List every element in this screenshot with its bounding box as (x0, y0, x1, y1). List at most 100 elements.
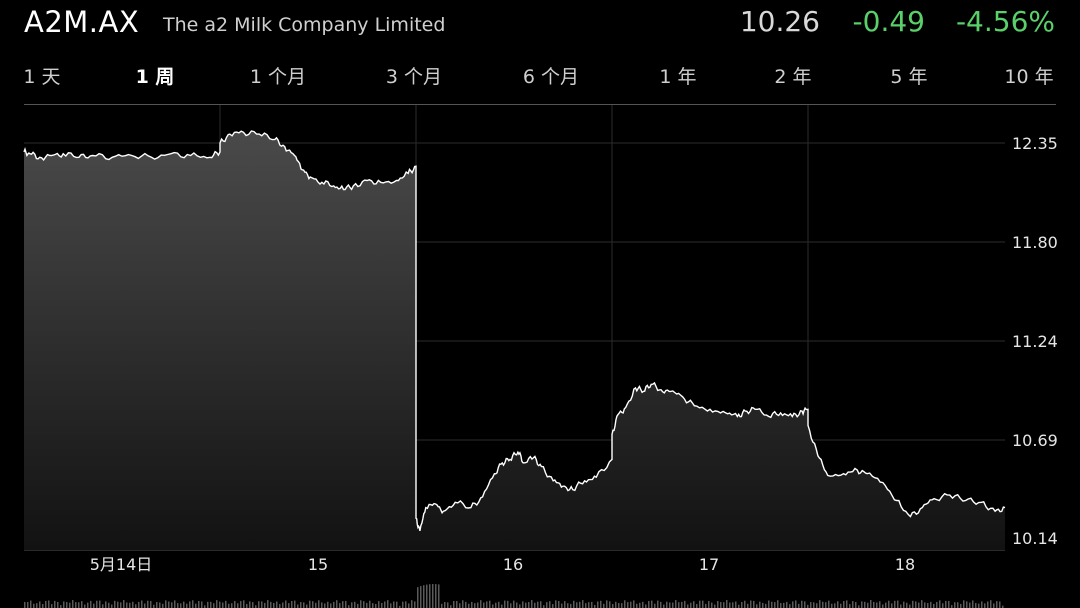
volume-bar (510, 603, 512, 608)
volume-bar (147, 600, 149, 608)
tab-10y[interactable]: 10 年 (1004, 66, 1054, 88)
volume-bar (897, 600, 899, 608)
volume-bar (909, 604, 911, 608)
volume-bar (744, 600, 746, 608)
volume-bar (588, 602, 590, 608)
volume-bar (582, 600, 584, 608)
volume-bar (618, 603, 620, 608)
volume-bar (537, 601, 539, 608)
volume-bar (441, 603, 443, 608)
volume-bar (726, 600, 728, 608)
volume-bar (207, 601, 209, 608)
volume-bar (531, 600, 533, 608)
volume-bar (480, 600, 482, 608)
volume-bar (192, 600, 194, 608)
volume-bar (585, 603, 587, 608)
volume-bar (630, 601, 632, 608)
x-tick-label: 15 (308, 555, 328, 574)
volume-bar (114, 600, 116, 608)
volume-bar (729, 602, 731, 608)
volume-bar (24, 601, 26, 608)
volume-bar (954, 602, 956, 608)
current-price: 10.26 (739, 5, 820, 38)
volume-bar (645, 604, 647, 608)
tab-2y[interactable]: 2 年 (774, 66, 812, 88)
y-tick-label: 12.35 (1012, 134, 1058, 153)
volume-bar (507, 600, 509, 608)
volume-bar (315, 602, 317, 608)
volume-bar (183, 601, 185, 608)
volume-bar (966, 601, 968, 608)
tab-1d[interactable]: 1 天 (23, 66, 61, 88)
volume-bar (318, 600, 320, 608)
volume-bar (681, 601, 683, 608)
volume-bar (288, 603, 290, 608)
tab-1w[interactable]: 1 周 (135, 66, 175, 88)
volume-bar (741, 602, 743, 608)
volume-bar (642, 601, 644, 608)
tab-3m[interactable]: 3 个月 (385, 66, 443, 88)
volume-bar (627, 602, 629, 608)
volume-bar (297, 604, 299, 608)
volume-bar (42, 603, 44, 608)
volume-bar (63, 601, 65, 608)
volume-bar (372, 603, 374, 608)
volume-bar (774, 602, 776, 608)
tab-5y[interactable]: 5 年 (890, 66, 928, 88)
volume-bar (975, 603, 977, 608)
volume-bar (90, 600, 92, 608)
volume-bar (513, 600, 515, 608)
volume-bar (579, 601, 581, 608)
volume-bar (702, 600, 704, 608)
x-tick-label: 5月14日 (90, 555, 153, 574)
volume-bar (789, 604, 791, 608)
volume-bar (915, 601, 917, 608)
company-name: The a2 Milk Company Limited (163, 14, 446, 36)
volume-bar (813, 602, 815, 608)
volume-bar (534, 602, 536, 608)
volume-bar (846, 600, 848, 608)
volume-bar (984, 603, 986, 608)
tab-6m[interactable]: 6 个月 (522, 66, 580, 88)
volume-bar (309, 600, 311, 608)
tab-1y[interactable]: 1 年 (659, 66, 697, 88)
volume-bar (888, 600, 890, 608)
volume-bar (39, 601, 41, 608)
volume-bar (177, 603, 179, 608)
volume-bar (639, 602, 641, 608)
volume-bar (129, 602, 131, 608)
volume-bar (780, 603, 782, 608)
volume-bar (132, 601, 134, 608)
volume-bar (264, 602, 266, 608)
volume-bar (906, 602, 908, 608)
tab-1m[interactable]: 1 个月 (249, 66, 307, 88)
volume-bar (450, 605, 452, 608)
volume-bar (903, 601, 905, 608)
volume-bar (969, 602, 971, 608)
volume-bar (762, 602, 764, 608)
volume-bar (651, 600, 653, 608)
volume-bar (759, 601, 761, 608)
volume-bar (240, 601, 242, 608)
volume-bar (495, 602, 497, 608)
volume-bar (135, 604, 137, 608)
volume-bar (426, 584, 428, 608)
x-axis-labels: 5月14日 15 16 17 18 (90, 555, 915, 574)
volume-bar (750, 600, 752, 608)
volume-bar (912, 600, 914, 608)
volume-bar (168, 601, 170, 608)
volume-bar (45, 600, 47, 608)
volume-bar (678, 602, 680, 608)
volume-bar (771, 601, 773, 608)
volume-bar (342, 601, 344, 608)
volume-bar (258, 601, 260, 608)
volume-bar (708, 601, 710, 608)
volume-bar (873, 601, 875, 608)
volume-bar (786, 601, 788, 608)
volume-bar (105, 601, 107, 608)
volume-bar (351, 602, 353, 608)
volume-bar (900, 604, 902, 608)
volume-bar (69, 602, 71, 608)
volume-bar (777, 600, 779, 608)
